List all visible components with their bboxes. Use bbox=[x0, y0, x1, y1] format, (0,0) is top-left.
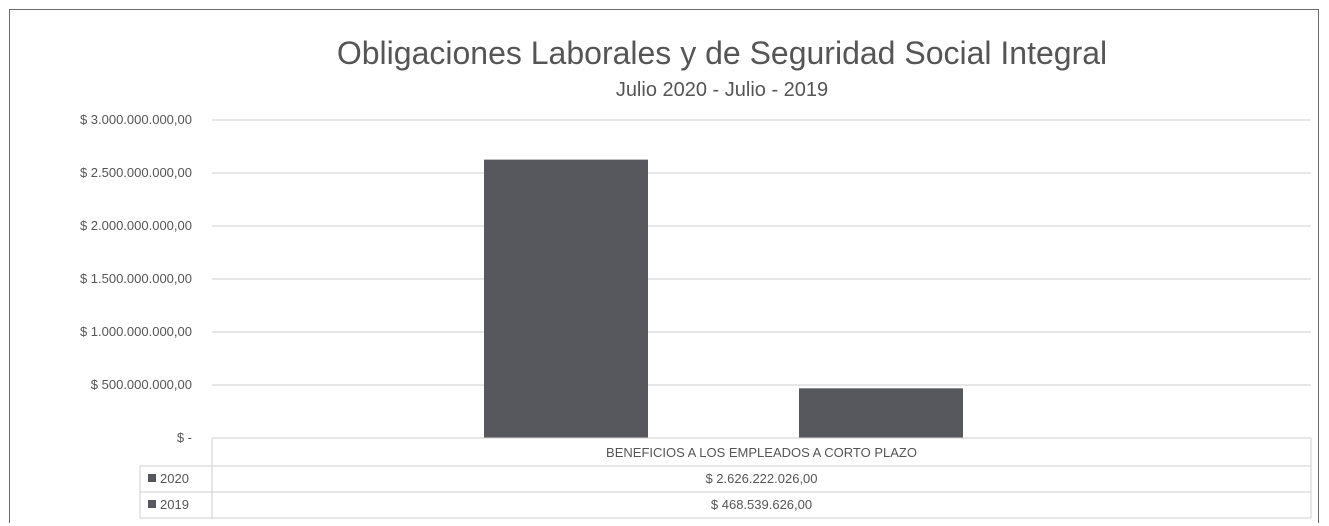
chart-frame bbox=[9, 9, 1319, 523]
data-label-2019: $ 468.539.626,00 bbox=[711, 497, 812, 512]
legend-label-2020: 2020 bbox=[160, 471, 189, 486]
chart-title: Obligaciones Laborales y de Seguridad So… bbox=[337, 35, 1107, 71]
y-tick-label: $ 3.000.000.000,00 bbox=[80, 112, 192, 127]
y-tick-label: $ 2.000.000.000,00 bbox=[80, 218, 192, 233]
legend-swatch-2019 bbox=[148, 500, 156, 508]
chart-subtitle: Julio 2020 - Julio - 2019 bbox=[616, 79, 828, 101]
legend-swatch-2020 bbox=[148, 474, 156, 482]
y-tick-label: $ - bbox=[177, 430, 192, 445]
bar-2019 bbox=[799, 388, 963, 438]
y-tick-label: $ 1.000.000.000,00 bbox=[80, 324, 192, 339]
y-tick-label: $ 1.500.000.000,00 bbox=[80, 271, 192, 286]
y-tick-label: $ 2.500.000.000,00 bbox=[80, 165, 192, 180]
gridlines bbox=[212, 119, 1311, 386]
y-tick-label: $ 500.000.000,00 bbox=[91, 377, 192, 392]
bar-2020 bbox=[484, 159, 648, 438]
category-label: BENEFICIOS A LOS EMPLEADOS A CORTO PLAZO bbox=[606, 445, 917, 460]
legend-label-2019: 2019 bbox=[160, 497, 189, 512]
bars bbox=[484, 159, 963, 438]
y-axis-ticks: $ - $ 500.000.000,00 $ 1.000.000.000,00 $ 1… bbox=[80, 112, 192, 445]
data-table: BENEFICIOS A LOS EMPLEADOS A CORTO PLAZO… bbox=[139, 437, 1312, 519]
data-label-2020: $ 2.626.222.026,00 bbox=[705, 471, 817, 486]
